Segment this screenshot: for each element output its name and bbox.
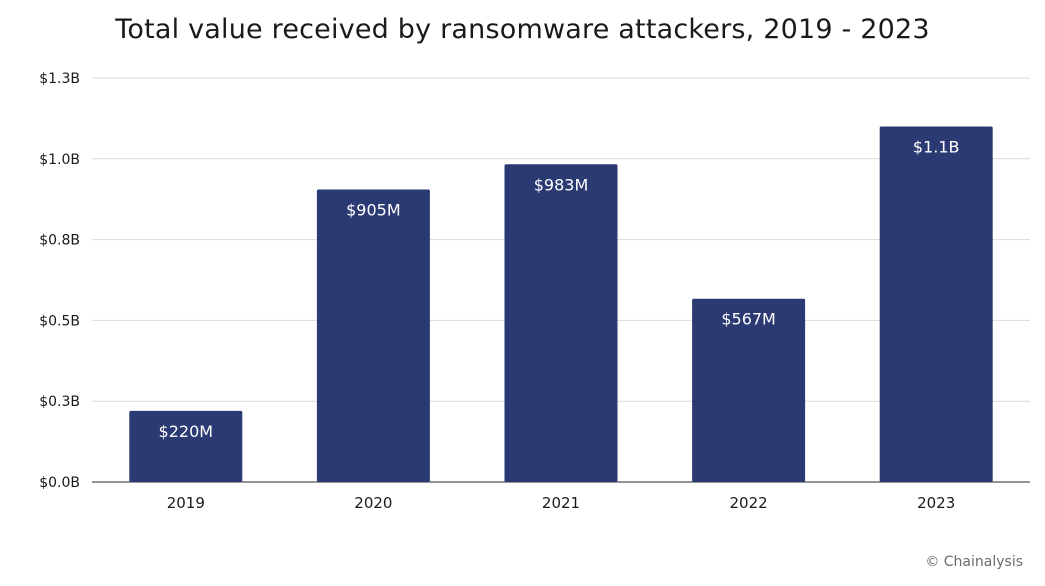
x-tick-label: 2023 — [917, 494, 955, 512]
y-tick-label: $1.3B — [39, 71, 80, 87]
x-tick-label: 2020 — [354, 494, 392, 512]
bar — [692, 298, 806, 482]
y-tick-label: $1.0B — [39, 152, 80, 168]
bar-data-label: $1.1B — [913, 137, 960, 156]
bar-data-label: $905M — [346, 201, 401, 220]
bar-data-label: $983M — [534, 175, 589, 194]
bar — [879, 126, 993, 482]
bar — [504, 164, 618, 482]
bar-data-label: $220M — [159, 422, 214, 441]
x-tick-label: 2022 — [730, 494, 768, 512]
chart-title: Total value received by ransomware attac… — [115, 14, 930, 45]
bar-data-label: $567M — [721, 310, 776, 329]
bar — [316, 189, 430, 482]
y-tick-label: $0.0B — [39, 475, 80, 491]
x-tick-label: 2021 — [542, 494, 580, 512]
chainalysis-watermark: © Chainalysis — [925, 554, 1023, 570]
bar — [129, 410, 243, 482]
y-tick-label: $0.5B — [39, 313, 80, 329]
y-tick-label: $0.8B — [39, 233, 80, 249]
x-tick-label: 2019 — [167, 494, 205, 512]
y-tick-label: $0.3B — [39, 394, 80, 410]
